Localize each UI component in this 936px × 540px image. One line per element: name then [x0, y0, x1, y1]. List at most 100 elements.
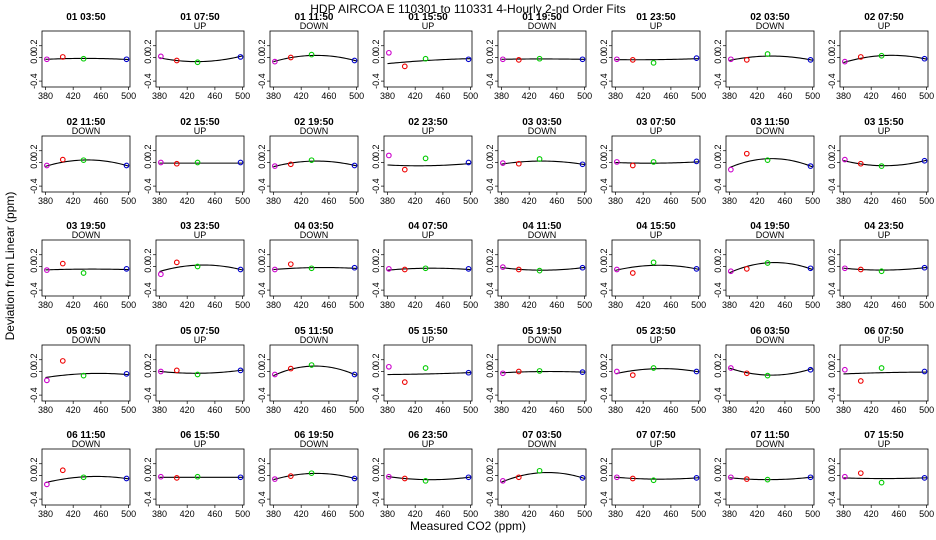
std-point-2	[743, 476, 750, 482]
std-point-4	[123, 162, 130, 169]
panel-frame	[41, 344, 131, 402]
x-tick-label: 380	[608, 509, 623, 519]
x-tick-label: 420	[66, 300, 81, 310]
y-tick-label: 0.2	[371, 144, 381, 157]
x-tick-label: 460	[549, 405, 564, 415]
fit-curve	[159, 264, 243, 273]
x-tick-label: 380	[722, 405, 737, 415]
panel-title: 05 11:50	[295, 326, 334, 337]
y-tick-label: 0.0	[827, 51, 837, 64]
std-point-4	[465, 56, 472, 63]
x-tick-label: 460	[435, 196, 450, 206]
panel-direction: UP	[194, 21, 207, 31]
panel-direction: UP	[194, 335, 207, 345]
std-point-4	[123, 266, 130, 272]
y-tick-label: -0.4	[485, 387, 495, 403]
panel-direction: UP	[650, 230, 663, 240]
std-point-2	[629, 475, 636, 482]
y-tick-label: -0.4	[485, 491, 495, 507]
y-tick-label: -0.4	[143, 491, 153, 507]
std-point-1	[386, 152, 392, 159]
std-point-4	[807, 57, 814, 63]
std-point-2	[857, 470, 864, 477]
std-point-3	[536, 368, 543, 374]
x-tick-label: 500	[235, 405, 250, 415]
panel-direction: UP	[878, 335, 891, 345]
std-point-3	[80, 270, 87, 276]
std-point-4	[807, 163, 814, 169]
panel-frame	[725, 239, 815, 297]
y-tick-label: 0.2	[29, 39, 39, 52]
panel-title: 03 15:50	[864, 117, 904, 128]
std-point-2	[173, 367, 180, 374]
x-tick-label: 380	[152, 91, 167, 101]
y-tick-label: -0.4	[485, 73, 495, 89]
panel-title: 07 11:50	[751, 430, 790, 441]
x-tick-label: 500	[235, 196, 250, 206]
x-tick-label: 460	[891, 300, 906, 310]
fit-curve	[843, 54, 927, 64]
std-point-1	[500, 56, 506, 63]
std-point-1	[158, 159, 164, 166]
y-tick-label: 0.0	[371, 156, 381, 169]
std-point-2	[59, 358, 66, 364]
y-tick-label: -0.4	[827, 387, 837, 403]
panel-direction: DOWN	[756, 335, 785, 345]
std-point-3	[80, 55, 87, 62]
panel-title: 03 11:50	[751, 117, 790, 128]
x-tick-label: 380	[494, 300, 509, 310]
panel-frame	[155, 448, 245, 506]
x-axis-label: Measured CO2 (ppm)	[410, 519, 526, 533]
std-point-4	[465, 474, 472, 481]
y-tick-label: -0.4	[485, 178, 495, 194]
panel-direction: UP	[194, 230, 207, 240]
x-tick-label: 380	[494, 405, 509, 415]
x-tick-label: 460	[663, 405, 678, 415]
std-point-3	[878, 479, 885, 486]
y-tick-label: -0.4	[713, 282, 723, 298]
std-point-3	[308, 470, 315, 477]
panel-frame	[497, 30, 587, 88]
panel-frame	[497, 448, 587, 506]
std-point-2	[515, 368, 522, 375]
x-tick-label: 380	[608, 300, 623, 310]
panel-frame	[269, 448, 359, 506]
x-tick-label: 420	[864, 300, 879, 310]
x-tick-label: 420	[636, 300, 651, 310]
std-point-3	[308, 362, 315, 368]
y-tick-label: 0.2	[485, 457, 495, 470]
panel-title: 02 23:50	[408, 117, 448, 128]
x-tick-label: 420	[864, 509, 879, 519]
x-tick-label: 420	[522, 91, 537, 101]
std-point-2	[173, 475, 180, 481]
panel-frame	[269, 30, 359, 88]
panel-direction: DOWN	[528, 439, 557, 449]
panel-frame	[611, 135, 701, 193]
panel-title: 03 03:50	[522, 117, 562, 128]
std-point-3	[422, 55, 429, 62]
y-tick-label: 0.0	[827, 260, 837, 273]
panel-direction: DOWN	[72, 335, 101, 345]
panel-direction: UP	[422, 230, 435, 240]
std-point-3	[422, 477, 429, 484]
panel-title: 03 19:50	[66, 221, 106, 232]
panel-title: 03 23:50	[180, 221, 220, 232]
std-point-2	[173, 57, 180, 64]
y-tick-label: 0.2	[713, 457, 723, 470]
y-tick-label: -0.4	[713, 491, 723, 507]
y-tick-label: 0.2	[827, 39, 837, 52]
fit-curve	[387, 475, 471, 481]
x-tick-label: 380	[722, 300, 737, 310]
fit-curve	[501, 370, 585, 374]
x-tick-label: 500	[349, 91, 364, 101]
panel-frame	[41, 30, 131, 88]
std-point-2	[287, 161, 294, 168]
panel-title: 05 23:50	[636, 326, 676, 337]
